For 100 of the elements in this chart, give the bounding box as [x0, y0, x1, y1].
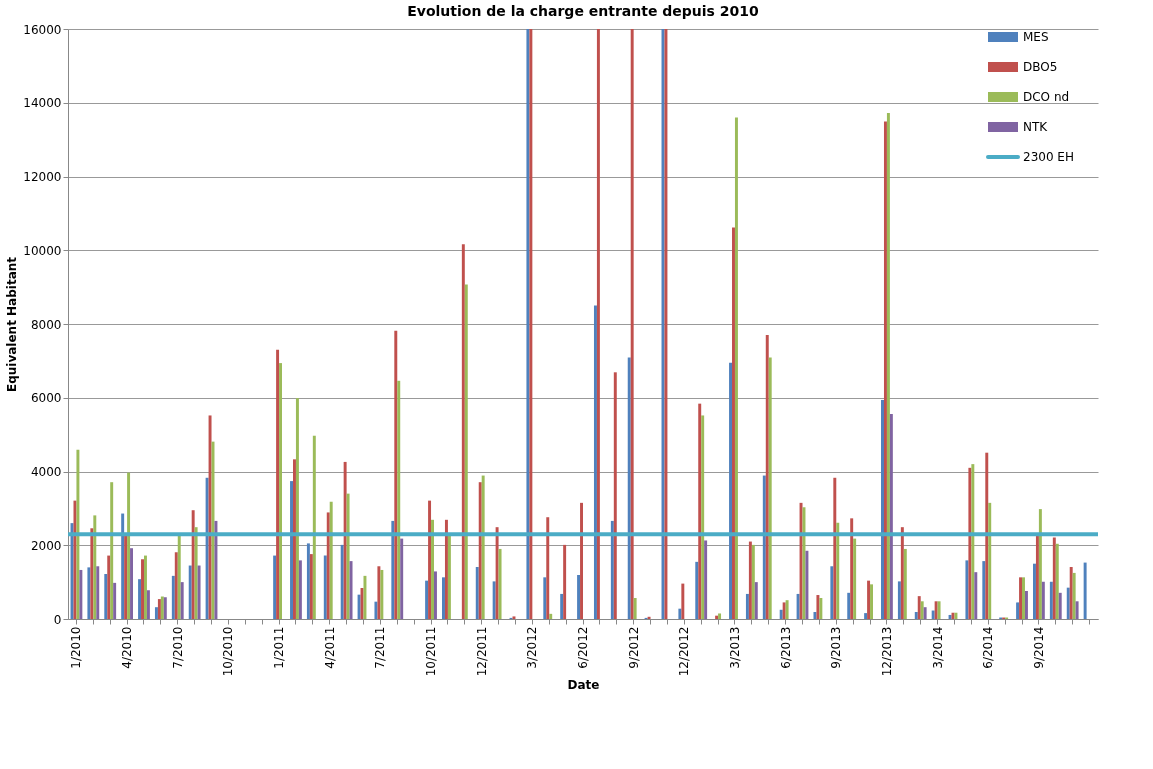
bar [498, 548, 502, 619]
y-tick-label: 14000 [23, 96, 62, 111]
bar [121, 513, 125, 619]
bar [433, 571, 437, 619]
bar [326, 512, 330, 619]
bar [1083, 562, 1087, 619]
bar [191, 510, 195, 619]
bar [194, 527, 198, 619]
bar [1055, 543, 1059, 619]
x-tick-label: 1/2011 [272, 626, 287, 669]
x-tick-label: 6/2013 [778, 626, 793, 669]
bar [678, 608, 682, 619]
bar [306, 543, 310, 619]
bar [346, 493, 350, 619]
bar [349, 561, 353, 619]
bar [596, 29, 600, 619]
bar [374, 601, 378, 619]
bar [340, 544, 344, 619]
bar [745, 593, 749, 619]
bar [613, 372, 617, 619]
bar [1075, 601, 1079, 619]
x-tick-label: 9/2013 [829, 626, 844, 669]
x-tick-label: 4/2010 [120, 626, 135, 669]
bar [127, 472, 131, 619]
x-axis-title: Date [567, 678, 600, 693]
x-tick-label: 9/2014 [1031, 626, 1046, 669]
bar [343, 461, 347, 619]
bar [1072, 572, 1076, 619]
bar [881, 399, 884, 619]
bar [681, 583, 685, 619]
bar [610, 520, 614, 619]
bar [154, 607, 158, 619]
bar [107, 555, 111, 619]
chart-title: Evolution de la charge entrante depuis 2010 [407, 3, 760, 19]
x-tick-label: 12/2013 [879, 626, 894, 677]
bar [923, 607, 927, 619]
bar [279, 363, 283, 619]
y-tick-label: 6000 [30, 391, 62, 406]
bar [293, 459, 296, 619]
bar [431, 519, 434, 619]
bar [813, 611, 817, 619]
bar [329, 501, 333, 619]
bar [1041, 581, 1045, 619]
y-tick-label: 0 [53, 612, 62, 627]
bar [141, 559, 144, 619]
x-tick-label: 3/2012 [525, 626, 540, 669]
y-tick-label: 2000 [30, 538, 62, 553]
bar [177, 535, 181, 619]
bar [704, 540, 708, 619]
bar [870, 584, 873, 619]
y-tick-label: 10000 [23, 243, 62, 258]
bar [864, 613, 868, 619]
bar [974, 572, 978, 619]
bar [76, 449, 80, 619]
x-tick-label: 1/2010 [69, 626, 84, 669]
bar [732, 227, 735, 619]
bar [982, 561, 986, 619]
x-tick-label: 4/2011 [322, 626, 337, 669]
bar [146, 590, 150, 619]
bar [695, 561, 699, 619]
bar [492, 581, 496, 619]
bar [889, 413, 893, 619]
y-axis-title: Equivalent Habitant [5, 256, 20, 393]
bar [867, 580, 871, 619]
bar [701, 415, 705, 619]
bar [397, 380, 401, 619]
bar [799, 502, 803, 619]
x-tick-label: 7/2010 [170, 626, 185, 669]
bar [1052, 537, 1056, 619]
bar [394, 330, 398, 619]
bar [481, 475, 485, 619]
x-tick-label: 10/2010 [221, 626, 236, 677]
bar [1016, 602, 1020, 619]
bar [391, 520, 395, 619]
bar [765, 335, 769, 619]
bar [444, 519, 448, 619]
bar [897, 581, 901, 619]
bar [698, 403, 702, 619]
bar [914, 611, 918, 619]
bar [1049, 581, 1053, 619]
bar [138, 579, 142, 619]
bar [1038, 509, 1042, 619]
bar [113, 582, 117, 619]
bar [560, 593, 564, 619]
legend-label: NTK [1023, 120, 1049, 134]
bar [805, 550, 809, 619]
legend-label: MES [1023, 30, 1049, 44]
bar [734, 117, 738, 619]
bar [633, 597, 637, 619]
bar [563, 544, 567, 619]
x-tick-label: 12/2011 [474, 626, 489, 677]
bar [627, 357, 631, 619]
bar [214, 520, 218, 619]
bar [1032, 563, 1036, 619]
x-tick-label: 12/2012 [677, 626, 692, 677]
bar [985, 452, 989, 619]
bar [1024, 590, 1028, 619]
bar [104, 574, 108, 619]
bar [93, 515, 97, 619]
bar [903, 548, 907, 619]
